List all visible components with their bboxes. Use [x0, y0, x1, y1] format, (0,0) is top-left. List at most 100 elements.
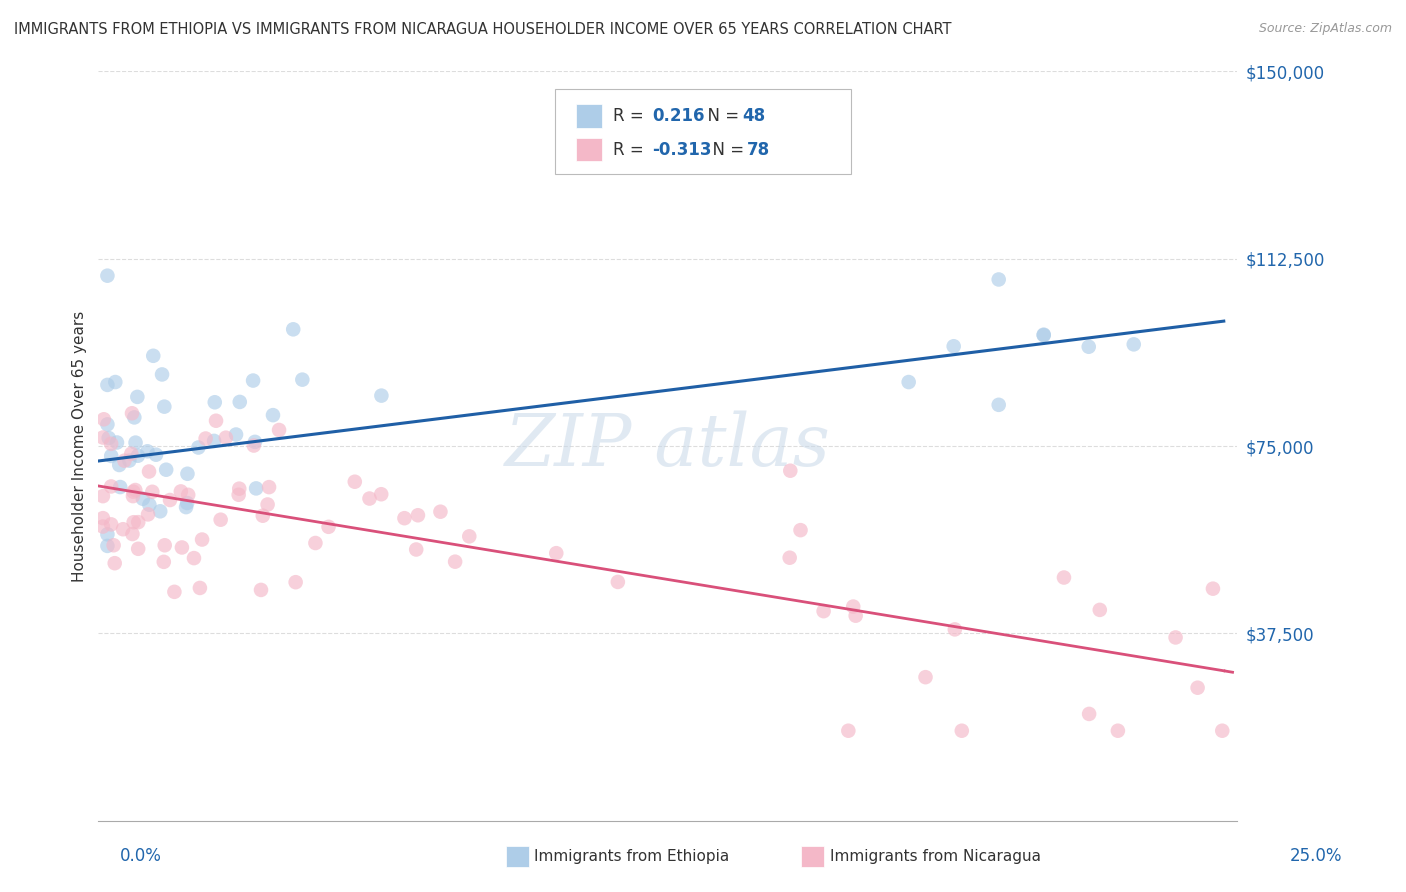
- Point: [789, 523, 811, 537]
- Point: [343, 475, 366, 489]
- Point: [284, 575, 307, 590]
- Point: [97, 431, 120, 445]
- Point: [177, 488, 200, 502]
- Point: [111, 522, 134, 536]
- Point: [370, 487, 392, 501]
- Point: [283, 322, 305, 336]
- Point: [842, 599, 865, 614]
- Point: [96, 268, 118, 283]
- Point: [136, 508, 159, 522]
- Point: [205, 414, 228, 428]
- Point: [152, 555, 174, 569]
- Point: [163, 584, 186, 599]
- Point: [225, 427, 247, 442]
- Point: [1187, 681, 1209, 695]
- Text: IMMIGRANTS FROM ETHIOPIA VS IMMIGRANTS FROM NICARAGUA HOUSEHOLDER INCOME OVER 65: IMMIGRANTS FROM ETHIOPIA VS IMMIGRANTS F…: [14, 22, 952, 37]
- Point: [103, 538, 125, 552]
- Point: [100, 437, 122, 451]
- Point: [267, 423, 290, 437]
- Text: Immigrants from Ethiopia: Immigrants from Ethiopia: [534, 849, 730, 863]
- Point: [458, 529, 481, 543]
- Point: [118, 453, 141, 467]
- Point: [127, 541, 149, 556]
- Point: [170, 541, 193, 555]
- Point: [96, 527, 118, 541]
- Point: [191, 533, 214, 547]
- Point: [779, 550, 801, 565]
- Point: [228, 488, 250, 502]
- Point: [174, 500, 197, 514]
- Point: [155, 463, 177, 477]
- Point: [93, 412, 115, 426]
- Point: [1053, 570, 1076, 584]
- Point: [122, 484, 145, 499]
- Point: [1077, 340, 1099, 354]
- Point: [150, 368, 173, 382]
- Point: [394, 511, 416, 525]
- Point: [318, 520, 340, 534]
- Text: 0.216: 0.216: [652, 107, 704, 125]
- Point: [149, 504, 172, 518]
- Point: [142, 349, 165, 363]
- Point: [121, 527, 143, 541]
- Text: Source: ZipAtlas.com: Source: ZipAtlas.com: [1258, 22, 1392, 36]
- Point: [127, 515, 149, 529]
- Point: [229, 395, 252, 409]
- Point: [1088, 603, 1111, 617]
- Point: [1032, 327, 1054, 342]
- Point: [250, 582, 273, 597]
- Point: [194, 432, 217, 446]
- Point: [405, 542, 427, 557]
- Point: [96, 378, 118, 392]
- Point: [104, 375, 127, 389]
- Point: [108, 458, 131, 472]
- Point: [942, 339, 965, 353]
- Point: [845, 608, 868, 623]
- Text: R =: R =: [613, 107, 650, 125]
- Point: [120, 447, 142, 461]
- Point: [121, 406, 143, 420]
- Point: [105, 435, 128, 450]
- Point: [100, 479, 122, 493]
- Point: [914, 670, 936, 684]
- Point: [1211, 723, 1233, 738]
- Point: [1164, 631, 1187, 645]
- Point: [406, 508, 429, 523]
- Point: [176, 467, 198, 481]
- Point: [91, 511, 114, 525]
- Point: [187, 441, 209, 455]
- Point: [943, 623, 966, 637]
- Point: [91, 430, 114, 444]
- Point: [1032, 328, 1054, 343]
- Point: [1202, 582, 1225, 596]
- Point: [122, 489, 145, 503]
- Point: [204, 395, 226, 409]
- Point: [112, 453, 135, 467]
- Point: [176, 496, 198, 510]
- Point: [243, 434, 266, 449]
- Point: [141, 484, 163, 499]
- Point: [138, 465, 160, 479]
- Point: [1107, 723, 1129, 738]
- Point: [304, 536, 326, 550]
- Point: [145, 448, 167, 462]
- Point: [779, 464, 801, 478]
- Text: 25.0%: 25.0%: [1291, 847, 1343, 865]
- Point: [159, 493, 181, 508]
- Point: [124, 483, 146, 497]
- Point: [987, 398, 1010, 412]
- Point: [606, 574, 628, 589]
- Point: [897, 375, 920, 389]
- Point: [127, 449, 149, 463]
- Point: [100, 517, 122, 532]
- Point: [122, 515, 145, 529]
- Point: [209, 513, 232, 527]
- Point: [91, 519, 114, 533]
- Text: N =: N =: [702, 141, 749, 159]
- Point: [242, 374, 264, 388]
- Point: [444, 555, 467, 569]
- Point: [252, 508, 274, 523]
- Point: [124, 410, 146, 425]
- Text: -0.313: -0.313: [652, 141, 711, 159]
- Point: [546, 546, 568, 560]
